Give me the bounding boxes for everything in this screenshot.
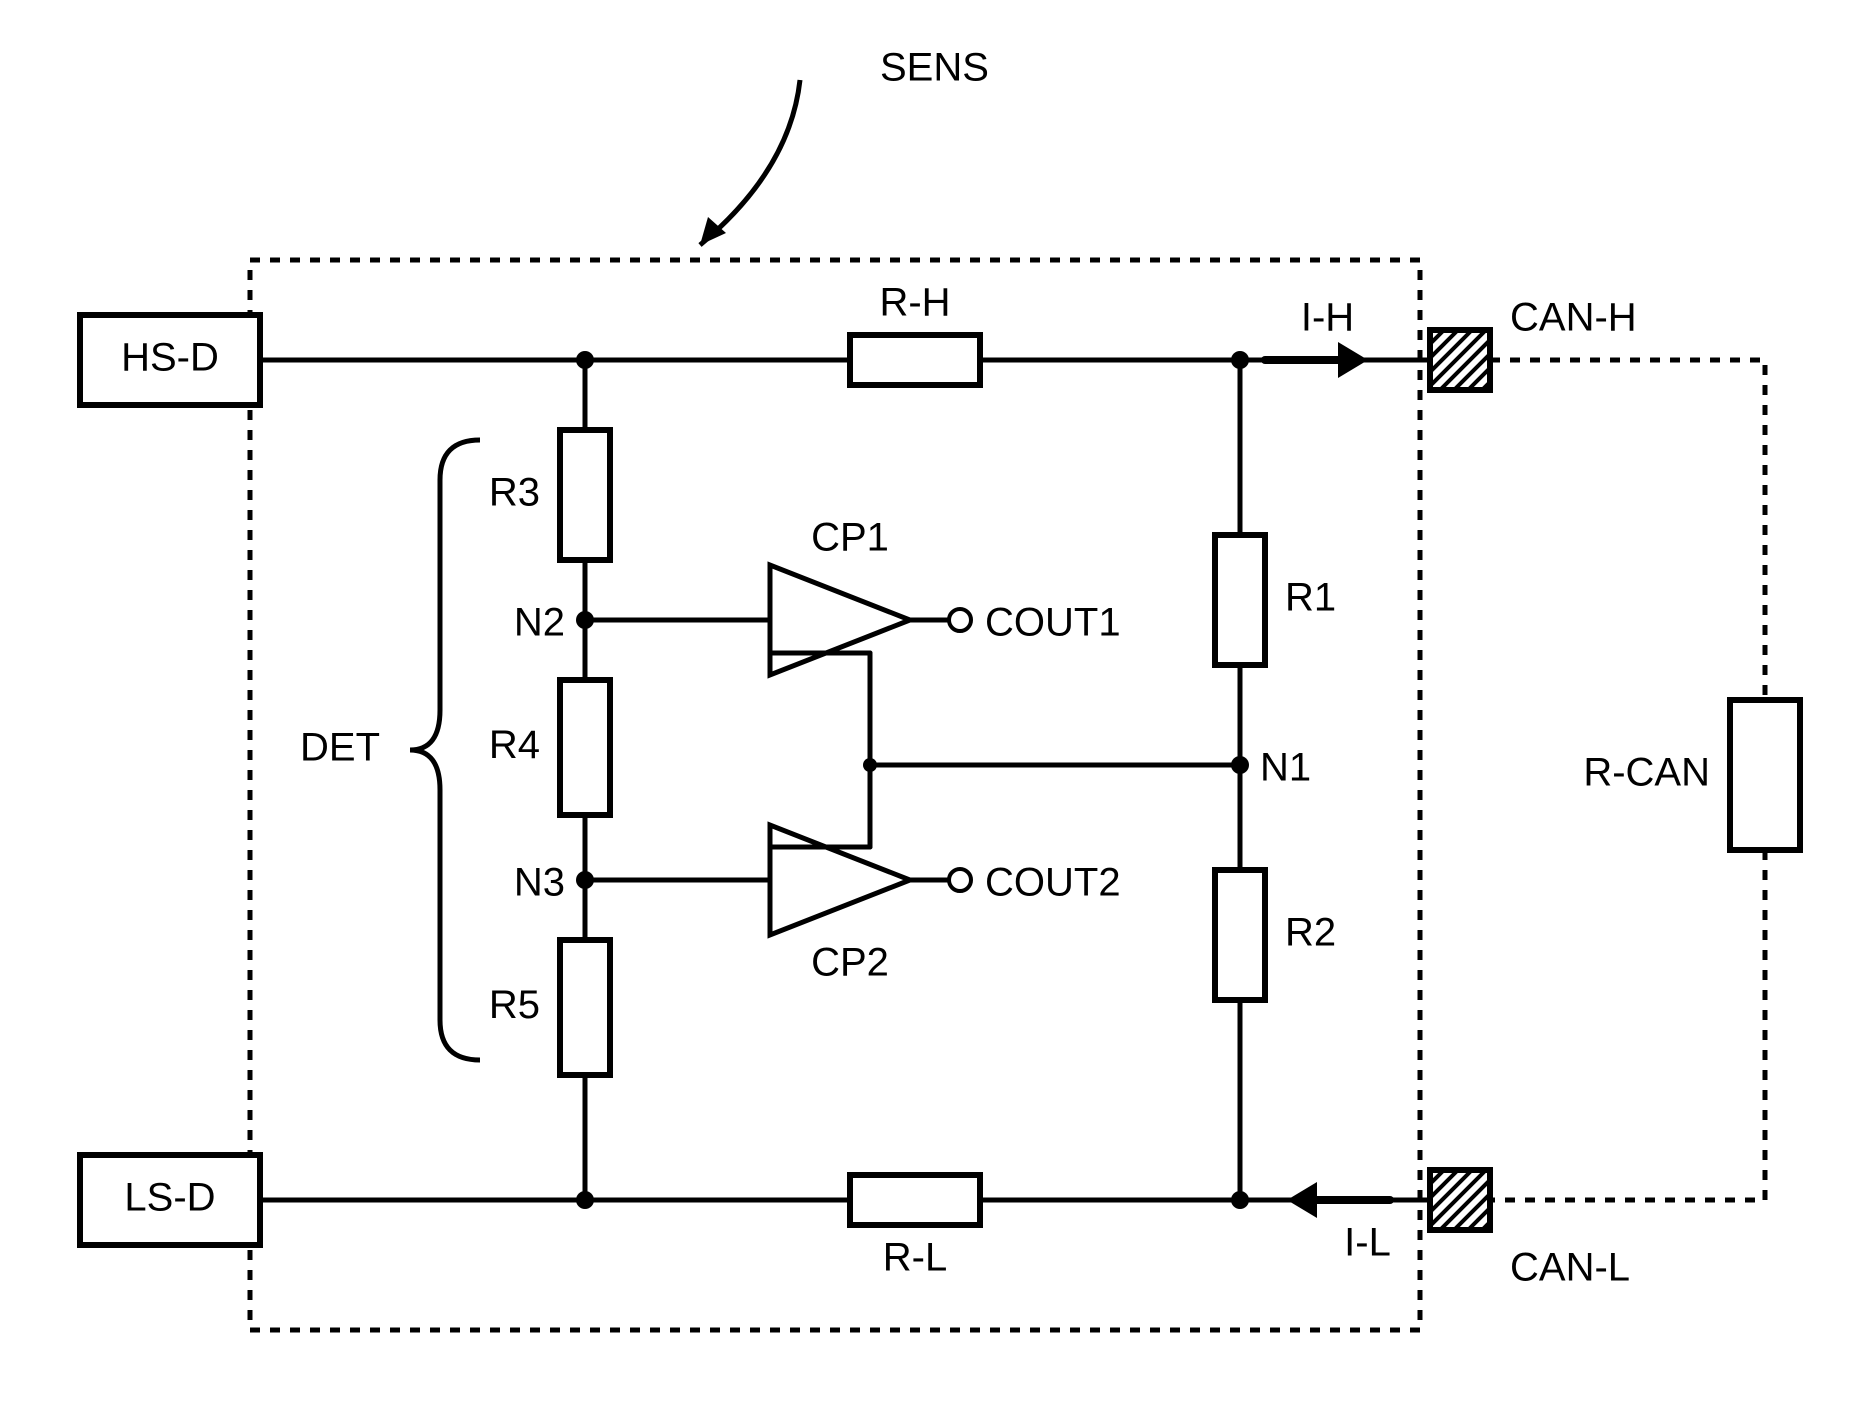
n3-label: N3 — [514, 861, 565, 905]
il-label: I-L — [1344, 1221, 1391, 1265]
cout1-label: COUT1 — [985, 601, 1121, 645]
det-label: DET — [300, 726, 380, 770]
: CP2 — [811, 941, 889, 985]
cout2-label: COUT2 — [985, 861, 1121, 905]
sens-boundary — [250, 260, 1420, 1330]
ih-label: I-H — [1301, 296, 1354, 340]
lsd-label: LS-D — [124, 1176, 215, 1220]
circuit-diagram: SENS HS-D LS-D R-H I-H CAN-H R-L I-L CAN-L R-CAN R… — [0, 0, 1871, 1427]
r4-label: R4 — [489, 723, 540, 767]
n1-label: N1 — [1260, 746, 1311, 790]
rl-label: R-L — [883, 1236, 947, 1280]
r3-label: R3 — [489, 471, 540, 515]
r5-label: R5 — [489, 983, 540, 1027]
canl-label: CAN-L — [1510, 1246, 1630, 1290]
sens-label: SENS — [880, 46, 989, 90]
rcan-label: R-CAN — [1583, 751, 1710, 795]
rh-label: R-H — [879, 281, 950, 325]
n2-label: N2 — [514, 601, 565, 645]
r2-label: R2 — [1285, 911, 1336, 955]
: CP1 — [811, 516, 889, 560]
canh-label: CAN-H — [1510, 296, 1637, 340]
r1-label: R1 — [1285, 576, 1336, 620]
hsd-label: HS-D — [121, 336, 219, 380]
